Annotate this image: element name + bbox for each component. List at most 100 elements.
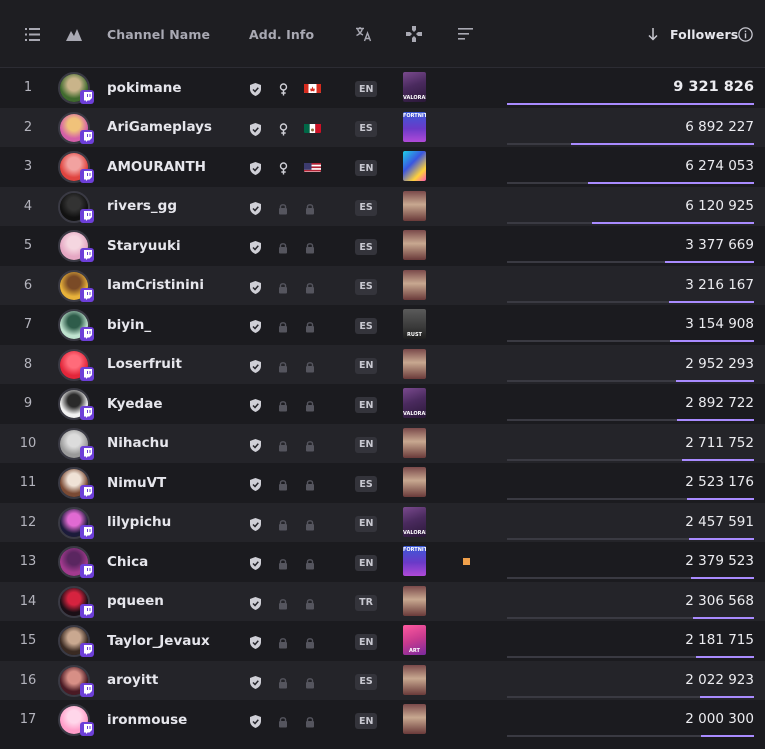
platform-icon[interactable] bbox=[66, 0, 82, 68]
followers-count: 6 892 227 bbox=[685, 118, 754, 135]
game-thumbnail[interactable]: VALORANT bbox=[403, 72, 426, 102]
game-thumbnail[interactable] bbox=[403, 348, 426, 379]
game-thumbnail[interactable]: RUST bbox=[403, 309, 426, 339]
game-thumbnail[interactable]: FORTNITE bbox=[403, 546, 426, 576]
game-thumbnail[interactable] bbox=[403, 230, 426, 260]
followers-header[interactable]: Followers bbox=[670, 26, 739, 42]
table-row[interactable]: 15 Taylor_Jevaux EN ART 2 181 715 bbox=[0, 621, 765, 661]
game-thumbnail[interactable]: VALORANT bbox=[403, 388, 426, 418]
list-icon[interactable] bbox=[25, 0, 40, 68]
rank: 11 bbox=[19, 475, 37, 490]
channel-name-link[interactable]: NimuVT bbox=[107, 474, 167, 491]
followers-bar bbox=[507, 340, 754, 342]
rank: 14 bbox=[19, 593, 37, 609]
channel-name-header[interactable]: Channel Name bbox=[107, 26, 211, 42]
table-row[interactable]: 16 aroyitt ES 2 022 923 bbox=[0, 660, 765, 700]
game-thumbnail[interactable] bbox=[403, 467, 426, 497]
channel-name-link[interactable]: Nihachu bbox=[107, 435, 169, 451]
twitch-icon bbox=[80, 445, 94, 460]
twitch-icon bbox=[80, 643, 94, 657]
table-row[interactable]: 10 Nihachu EN 2 711 752 bbox=[0, 423, 765, 463]
game-thumbnail[interactable]: ART bbox=[403, 625, 426, 655]
followers-bar-fill bbox=[701, 735, 754, 737]
lock-icon bbox=[278, 713, 290, 728]
channel-name-link[interactable]: biyin_ bbox=[107, 316, 152, 333]
channel-name-link[interactable]: AriGameplays bbox=[107, 119, 212, 135]
game-thumbnail[interactable] bbox=[403, 190, 426, 221]
table-row[interactable]: 8 Loserfruit EN 2 952 293 bbox=[0, 344, 765, 384]
channel-name-link[interactable]: pokimane bbox=[107, 79, 182, 96]
followers-bar bbox=[507, 695, 754, 698]
game-thumbnail[interactable] bbox=[403, 664, 426, 695]
followers-bar-fill bbox=[688, 537, 754, 540]
channel-name-link[interactable]: Staryuuki bbox=[107, 237, 181, 254]
channel-name-link[interactable]: lilypichu bbox=[107, 514, 172, 530]
shield-check-icon bbox=[250, 160, 262, 175]
avatar[interactable] bbox=[58, 625, 90, 657]
channel-name-link[interactable]: ironmouse bbox=[107, 711, 188, 728]
followers-count: 2 306 568 bbox=[685, 592, 754, 609]
table-row[interactable]: 13 Chica EN FORTNITE 2 379 523 bbox=[0, 542, 765, 582]
table-row[interactable]: 2 AriGameplays ES FORTNITE 6 892 227 bbox=[0, 107, 765, 147]
female-icon bbox=[279, 81, 291, 96]
followers-count: 3 216 167 bbox=[685, 276, 754, 293]
table-row[interactable]: 17 ironmouse EN 2 000 300 bbox=[0, 700, 765, 740]
followers-count: 2 022 923 bbox=[685, 671, 754, 688]
channel-name-link[interactable]: Loserfruit bbox=[107, 356, 182, 372]
game-title: RUST bbox=[407, 332, 422, 338]
twitch-icon bbox=[80, 248, 94, 262]
channel-name-link[interactable]: aroyitt bbox=[107, 672, 159, 688]
language-badge: ES bbox=[355, 278, 377, 295]
gamepad-icon[interactable] bbox=[406, 0, 422, 68]
game-thumbnail[interactable] bbox=[403, 269, 426, 300]
channel-list: 1 pokimane EN VALORANT 9 321 826 2 AriGameplay… bbox=[0, 68, 765, 740]
table-row[interactable]: 7 biyin_ ES RUST 3 154 908 bbox=[0, 305, 765, 345]
translate-icon[interactable] bbox=[355, 0, 373, 68]
lock-icon bbox=[278, 397, 290, 412]
twitch-icon bbox=[80, 90, 94, 104]
game-thumbnail[interactable] bbox=[403, 151, 426, 181]
female-icon bbox=[279, 121, 291, 135]
rank: 5 bbox=[23, 238, 33, 253]
channel-name-link[interactable]: pqueen bbox=[107, 593, 164, 609]
rank: 15 bbox=[19, 633, 37, 648]
table-row[interactable]: 4 rivers_gg ES 6 120 925 bbox=[0, 186, 765, 226]
add-info-header[interactable]: Add. Info bbox=[249, 26, 315, 42]
table-row[interactable]: 9 Kyedae EN VALORANT 2 892 722 bbox=[0, 384, 765, 424]
followers-bar bbox=[507, 735, 754, 737]
shield-check-icon bbox=[250, 634, 262, 649]
avatar[interactable] bbox=[58, 427, 90, 460]
game-title: VALORANT bbox=[403, 529, 426, 536]
followers-bar-fill bbox=[668, 300, 754, 303]
table-row[interactable]: 14 pqueen TR 2 306 568 bbox=[0, 581, 765, 621]
table-row[interactable]: 3 AMOURANTH EN 6 274 053 bbox=[0, 147, 765, 187]
game-thumbnail[interactable] bbox=[403, 427, 426, 458]
table-row[interactable]: 6 IamCristinini ES 3 216 167 bbox=[0, 265, 765, 305]
rank: 8 bbox=[23, 356, 33, 372]
info-icon[interactable] bbox=[738, 0, 753, 68]
table-row[interactable]: 5 Staryuuki ES 3 377 669 bbox=[0, 226, 765, 266]
lines-icon[interactable] bbox=[458, 0, 473, 68]
flag-mx-icon bbox=[304, 121, 321, 133]
channel-name-link[interactable]: Taylor_Jevaux bbox=[107, 632, 210, 649]
avatar[interactable] bbox=[58, 388, 90, 420]
game-thumbnail[interactable]: VALORANT bbox=[403, 506, 426, 537]
language-badge: ES bbox=[355, 199, 377, 216]
channel-name-link[interactable]: Kyedae bbox=[107, 395, 163, 412]
channel-name-link[interactable]: IamCristinini bbox=[107, 277, 204, 293]
lock-icon bbox=[278, 437, 290, 451]
channel-name-link[interactable]: AMOURANTH bbox=[107, 158, 206, 175]
arrow-down-icon[interactable] bbox=[648, 0, 658, 68]
language-badge: ES bbox=[355, 318, 377, 334]
game-thumbnail[interactable] bbox=[403, 704, 426, 734]
game-thumbnail[interactable] bbox=[403, 585, 426, 616]
shield-check-icon bbox=[250, 200, 262, 215]
table-row[interactable]: 1 pokimane EN VALORANT 9 321 826 bbox=[0, 68, 765, 108]
table-row[interactable]: 11 NimuVT ES 2 523 176 bbox=[0, 463, 765, 503]
game-thumbnail[interactable]: FORTNITE bbox=[403, 111, 426, 142]
rank: 7 bbox=[23, 317, 33, 332]
channel-name-link[interactable]: rivers_gg bbox=[107, 198, 178, 214]
channel-name-link[interactable]: Chica bbox=[107, 553, 149, 570]
followers-bar bbox=[507, 458, 754, 461]
table-row[interactable]: 12 lilypichu EN VALORANT 2 457 591 bbox=[0, 502, 765, 542]
